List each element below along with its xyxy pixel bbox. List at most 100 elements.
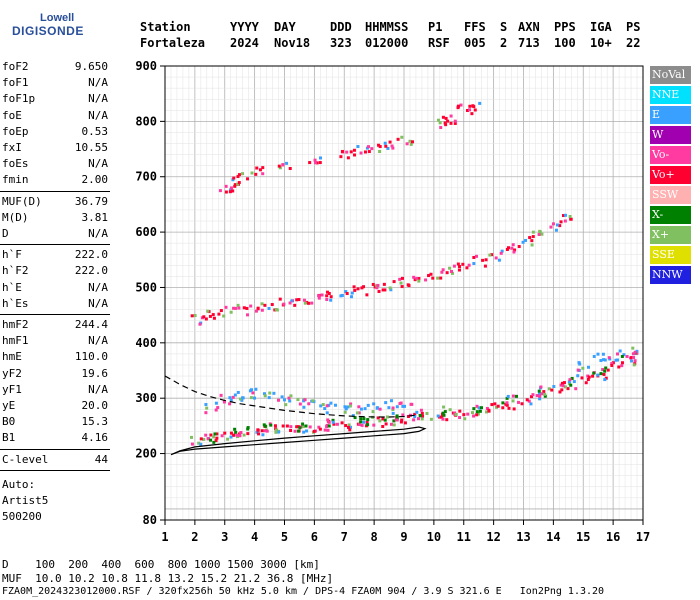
- echo-point: [381, 288, 385, 292]
- echo-point: [620, 364, 624, 368]
- echo-point: [425, 411, 429, 415]
- echo-point: [229, 188, 233, 192]
- echo-point: [218, 189, 222, 193]
- x-tick-label: 7: [341, 530, 348, 544]
- echo-point: [190, 314, 194, 318]
- echo-point: [287, 396, 291, 400]
- echo-point: [468, 104, 472, 108]
- echo-point: [284, 403, 288, 407]
- echo-point: [214, 401, 218, 405]
- echo-point: [226, 437, 230, 441]
- echo-point: [505, 396, 509, 400]
- param-name: yF1: [2, 382, 22, 396]
- echo-point: [340, 149, 344, 153]
- echo-point: [232, 176, 236, 180]
- echo-point: [481, 258, 485, 262]
- echo-point: [223, 431, 227, 435]
- echo-point: [198, 322, 202, 326]
- echo-point: [308, 425, 312, 429]
- echo-point: [391, 406, 395, 410]
- header-value-2: Nov18: [274, 36, 311, 50]
- echo-point: [272, 391, 276, 395]
- echo-point: [415, 276, 419, 280]
- echo-point: [501, 406, 505, 410]
- echo-point: [345, 292, 349, 296]
- echo-point: [234, 306, 238, 310]
- echo-point: [355, 411, 359, 415]
- echo-point: [285, 161, 289, 165]
- footer-distance-row: D 100 200 400 600 800 1000 1500 3000 [km…: [2, 558, 320, 571]
- profile-dashed-line: [164, 375, 419, 418]
- echo-point: [472, 255, 476, 259]
- echo-point: [596, 373, 600, 377]
- auto-line-2: 500200: [2, 509, 42, 523]
- echo-point: [474, 254, 478, 258]
- echo-point: [331, 420, 335, 424]
- echo-point: [470, 112, 474, 116]
- echo-point: [233, 183, 237, 187]
- echo-point: [199, 437, 203, 441]
- param-value: N/A: [88, 334, 108, 348]
- echo-point: [216, 406, 220, 410]
- echo-point: [599, 372, 603, 376]
- echo-point: [490, 403, 494, 407]
- echo-point: [312, 429, 316, 433]
- echo-point: [362, 417, 366, 421]
- echo-point: [592, 354, 596, 358]
- echo-point: [392, 280, 396, 284]
- echo-point: [580, 376, 584, 380]
- echo-point: [229, 431, 233, 435]
- echo-point: [263, 429, 267, 433]
- echo-point: [622, 353, 626, 357]
- echo-point: [349, 150, 353, 154]
- echo-point: [499, 251, 503, 255]
- y-tick-label: 700: [135, 170, 157, 184]
- param-name: yF2: [2, 366, 22, 380]
- echo-point: [569, 217, 573, 221]
- echo-point: [461, 262, 465, 266]
- echo-point: [318, 427, 322, 431]
- echo-point: [439, 126, 443, 130]
- echo-point: [237, 306, 241, 310]
- param-name: foEs: [2, 157, 29, 171]
- header-label-3: DDD: [330, 20, 352, 34]
- echo-point: [236, 175, 240, 179]
- echo-point: [325, 423, 329, 427]
- legend-item-e: E: [650, 106, 691, 124]
- echo-point: [418, 413, 422, 417]
- echo-point: [349, 402, 353, 406]
- echo-point: [351, 414, 355, 418]
- echo-point: [224, 184, 228, 188]
- echo-point: [530, 243, 534, 247]
- echo-point: [539, 385, 543, 389]
- echo-point: [375, 286, 379, 290]
- echo-point: [537, 389, 541, 393]
- echo-point: [212, 316, 216, 320]
- echo-point: [599, 359, 603, 363]
- echo-point: [419, 408, 423, 412]
- echo-point: [314, 161, 318, 165]
- param-name: M(D): [2, 210, 29, 224]
- echo-point: [249, 304, 253, 308]
- echo-point: [413, 415, 417, 419]
- param-name: h`Es: [2, 296, 29, 310]
- echo-point: [458, 416, 462, 420]
- echo-point: [228, 402, 232, 406]
- echo-point: [395, 405, 399, 409]
- panel-divider: [0, 469, 110, 471]
- echo-point: [406, 414, 410, 418]
- echo-point: [333, 403, 337, 407]
- echo-point: [458, 409, 462, 413]
- echo-point: [524, 238, 528, 242]
- echo-point: [222, 314, 226, 318]
- echo-point: [228, 396, 232, 400]
- header-label-5: P1: [428, 20, 443, 34]
- echo-point: [359, 420, 363, 424]
- echo-point: [617, 365, 621, 369]
- param-value: N/A: [88, 280, 108, 294]
- echo-point: [543, 394, 547, 398]
- echo-point: [586, 365, 590, 369]
- x-tick-label: 17: [636, 530, 650, 544]
- echo-point: [220, 434, 224, 438]
- echo-point: [530, 395, 534, 399]
